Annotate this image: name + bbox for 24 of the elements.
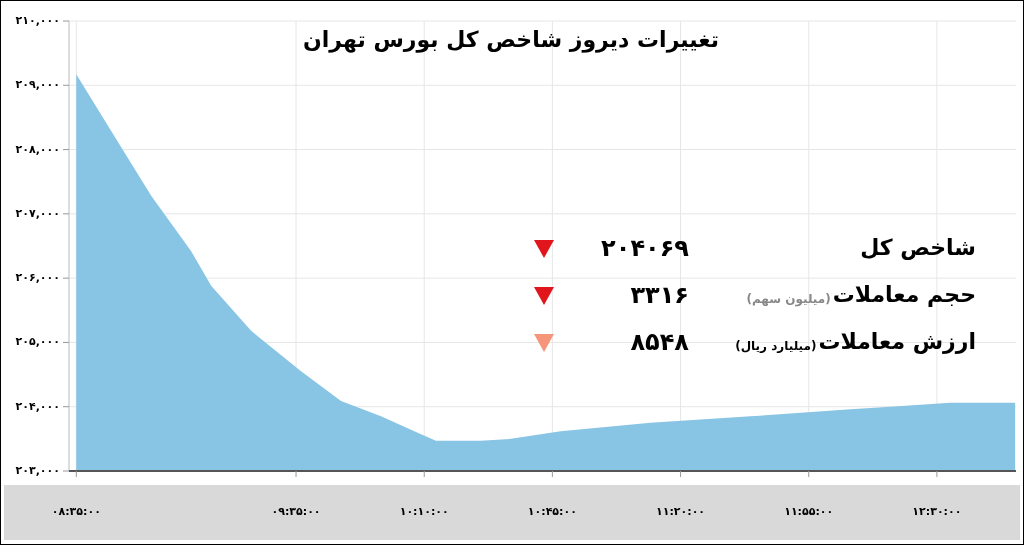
y-tick-label: ۲۰۹,۰۰۰	[15, 77, 60, 94]
y-tick-label: ۲۰۶,۰۰۰	[15, 270, 60, 287]
annotation: ۸۵۴۸	[630, 327, 689, 357]
y-tick-label: ۲۰۴,۰۰۰	[15, 398, 60, 415]
y-tick-label: ۲۰۵,۰۰۰	[15, 334, 60, 351]
x-tick-label: ۱۱:۵۵:۰۰	[784, 504, 834, 520]
annotation: ارزش معاملات	[818, 328, 976, 356]
annotation: ۲۰۴۰۶۹	[601, 233, 689, 263]
x-tick-label: ۰۹:۳۵:۰۰	[271, 504, 321, 520]
chart-title: تغییرات دیروز شاخص کل بورس تهران	[303, 27, 719, 52]
y-tick-label: ۲۱۰,۰۰۰	[15, 13, 60, 29]
annotation: ۳۳۱۶	[630, 280, 689, 310]
x-tick-label: ۱۰:۱۰:۰۰	[399, 504, 449, 520]
annotation: (میلیون سهم)	[746, 291, 831, 307]
annotation: (میلیارد ریال)	[735, 338, 817, 354]
x-tick-label: ۰۸:۳۵:۰۰	[51, 504, 101, 520]
annotation: شاخص کل	[860, 234, 976, 262]
annotation: حجم معاملات	[832, 281, 976, 309]
x-tick-label: ۱۲:۳۰:۰۰	[912, 504, 962, 520]
x-tick-label: ۱۱:۲۰:۰۰	[656, 504, 706, 520]
x-tick-label: ۱۰:۴۵:۰۰	[527, 504, 577, 520]
y-tick-label: ۲۰۷,۰۰۰	[15, 205, 60, 222]
y-tick-label: ۲۰۳,۰۰۰	[15, 463, 60, 479]
y-tick-label: ۲۰۸,۰۰۰	[15, 141, 60, 158]
